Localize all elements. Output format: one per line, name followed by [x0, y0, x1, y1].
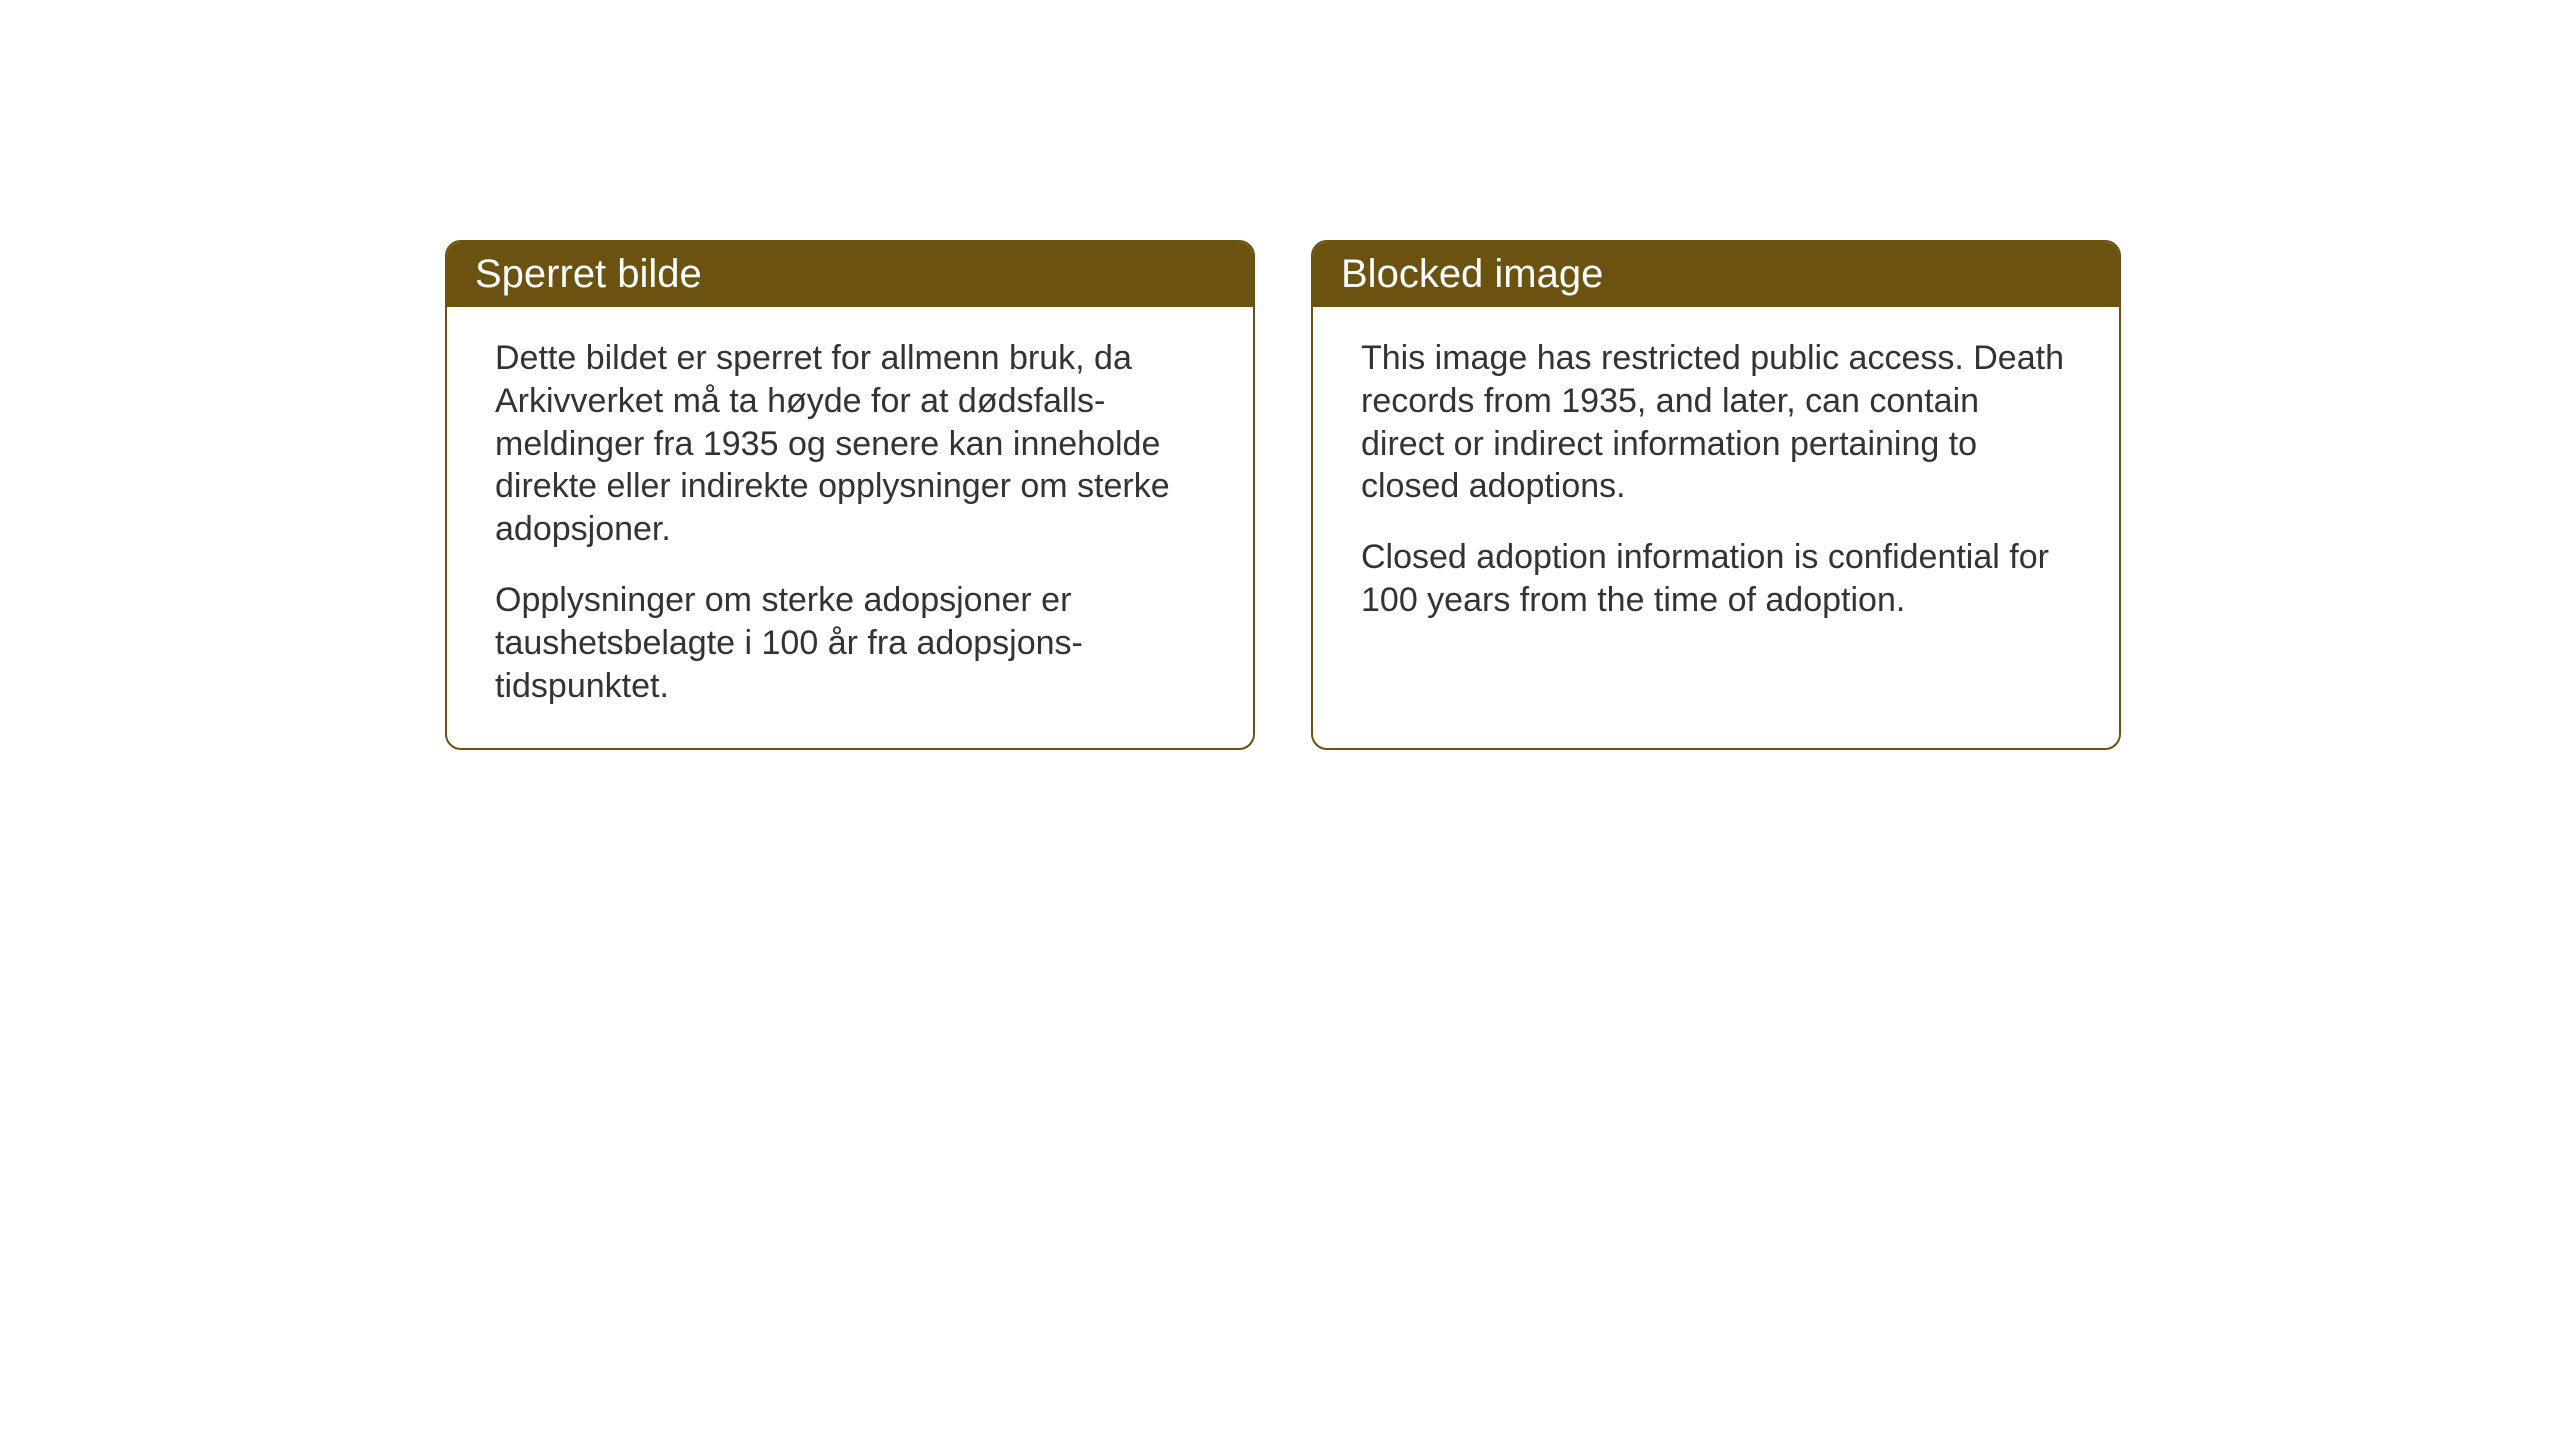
- notice-card-english: Blocked image This image has restricted …: [1311, 240, 2121, 750]
- card-header-english: Blocked image: [1313, 242, 2119, 307]
- card-paragraph-1-norwegian: Dette bildet er sperret for allmenn bruk…: [495, 337, 1205, 551]
- notice-cards-container: Sperret bilde Dette bildet er sperret fo…: [445, 240, 2121, 750]
- card-paragraph-1-english: This image has restricted public access.…: [1361, 337, 2071, 508]
- card-title-english: Blocked image: [1341, 252, 1603, 296]
- card-body-english: This image has restricted public access.…: [1313, 307, 2119, 662]
- card-paragraph-2-norwegian: Opplysninger om sterke adopsjoner er tau…: [495, 579, 1205, 707]
- card-header-norwegian: Sperret bilde: [447, 242, 1253, 307]
- notice-card-norwegian: Sperret bilde Dette bildet er sperret fo…: [445, 240, 1255, 750]
- card-body-norwegian: Dette bildet er sperret for allmenn bruk…: [447, 307, 1253, 748]
- card-title-norwegian: Sperret bilde: [475, 252, 702, 296]
- card-paragraph-2-english: Closed adoption information is confident…: [1361, 536, 2071, 622]
